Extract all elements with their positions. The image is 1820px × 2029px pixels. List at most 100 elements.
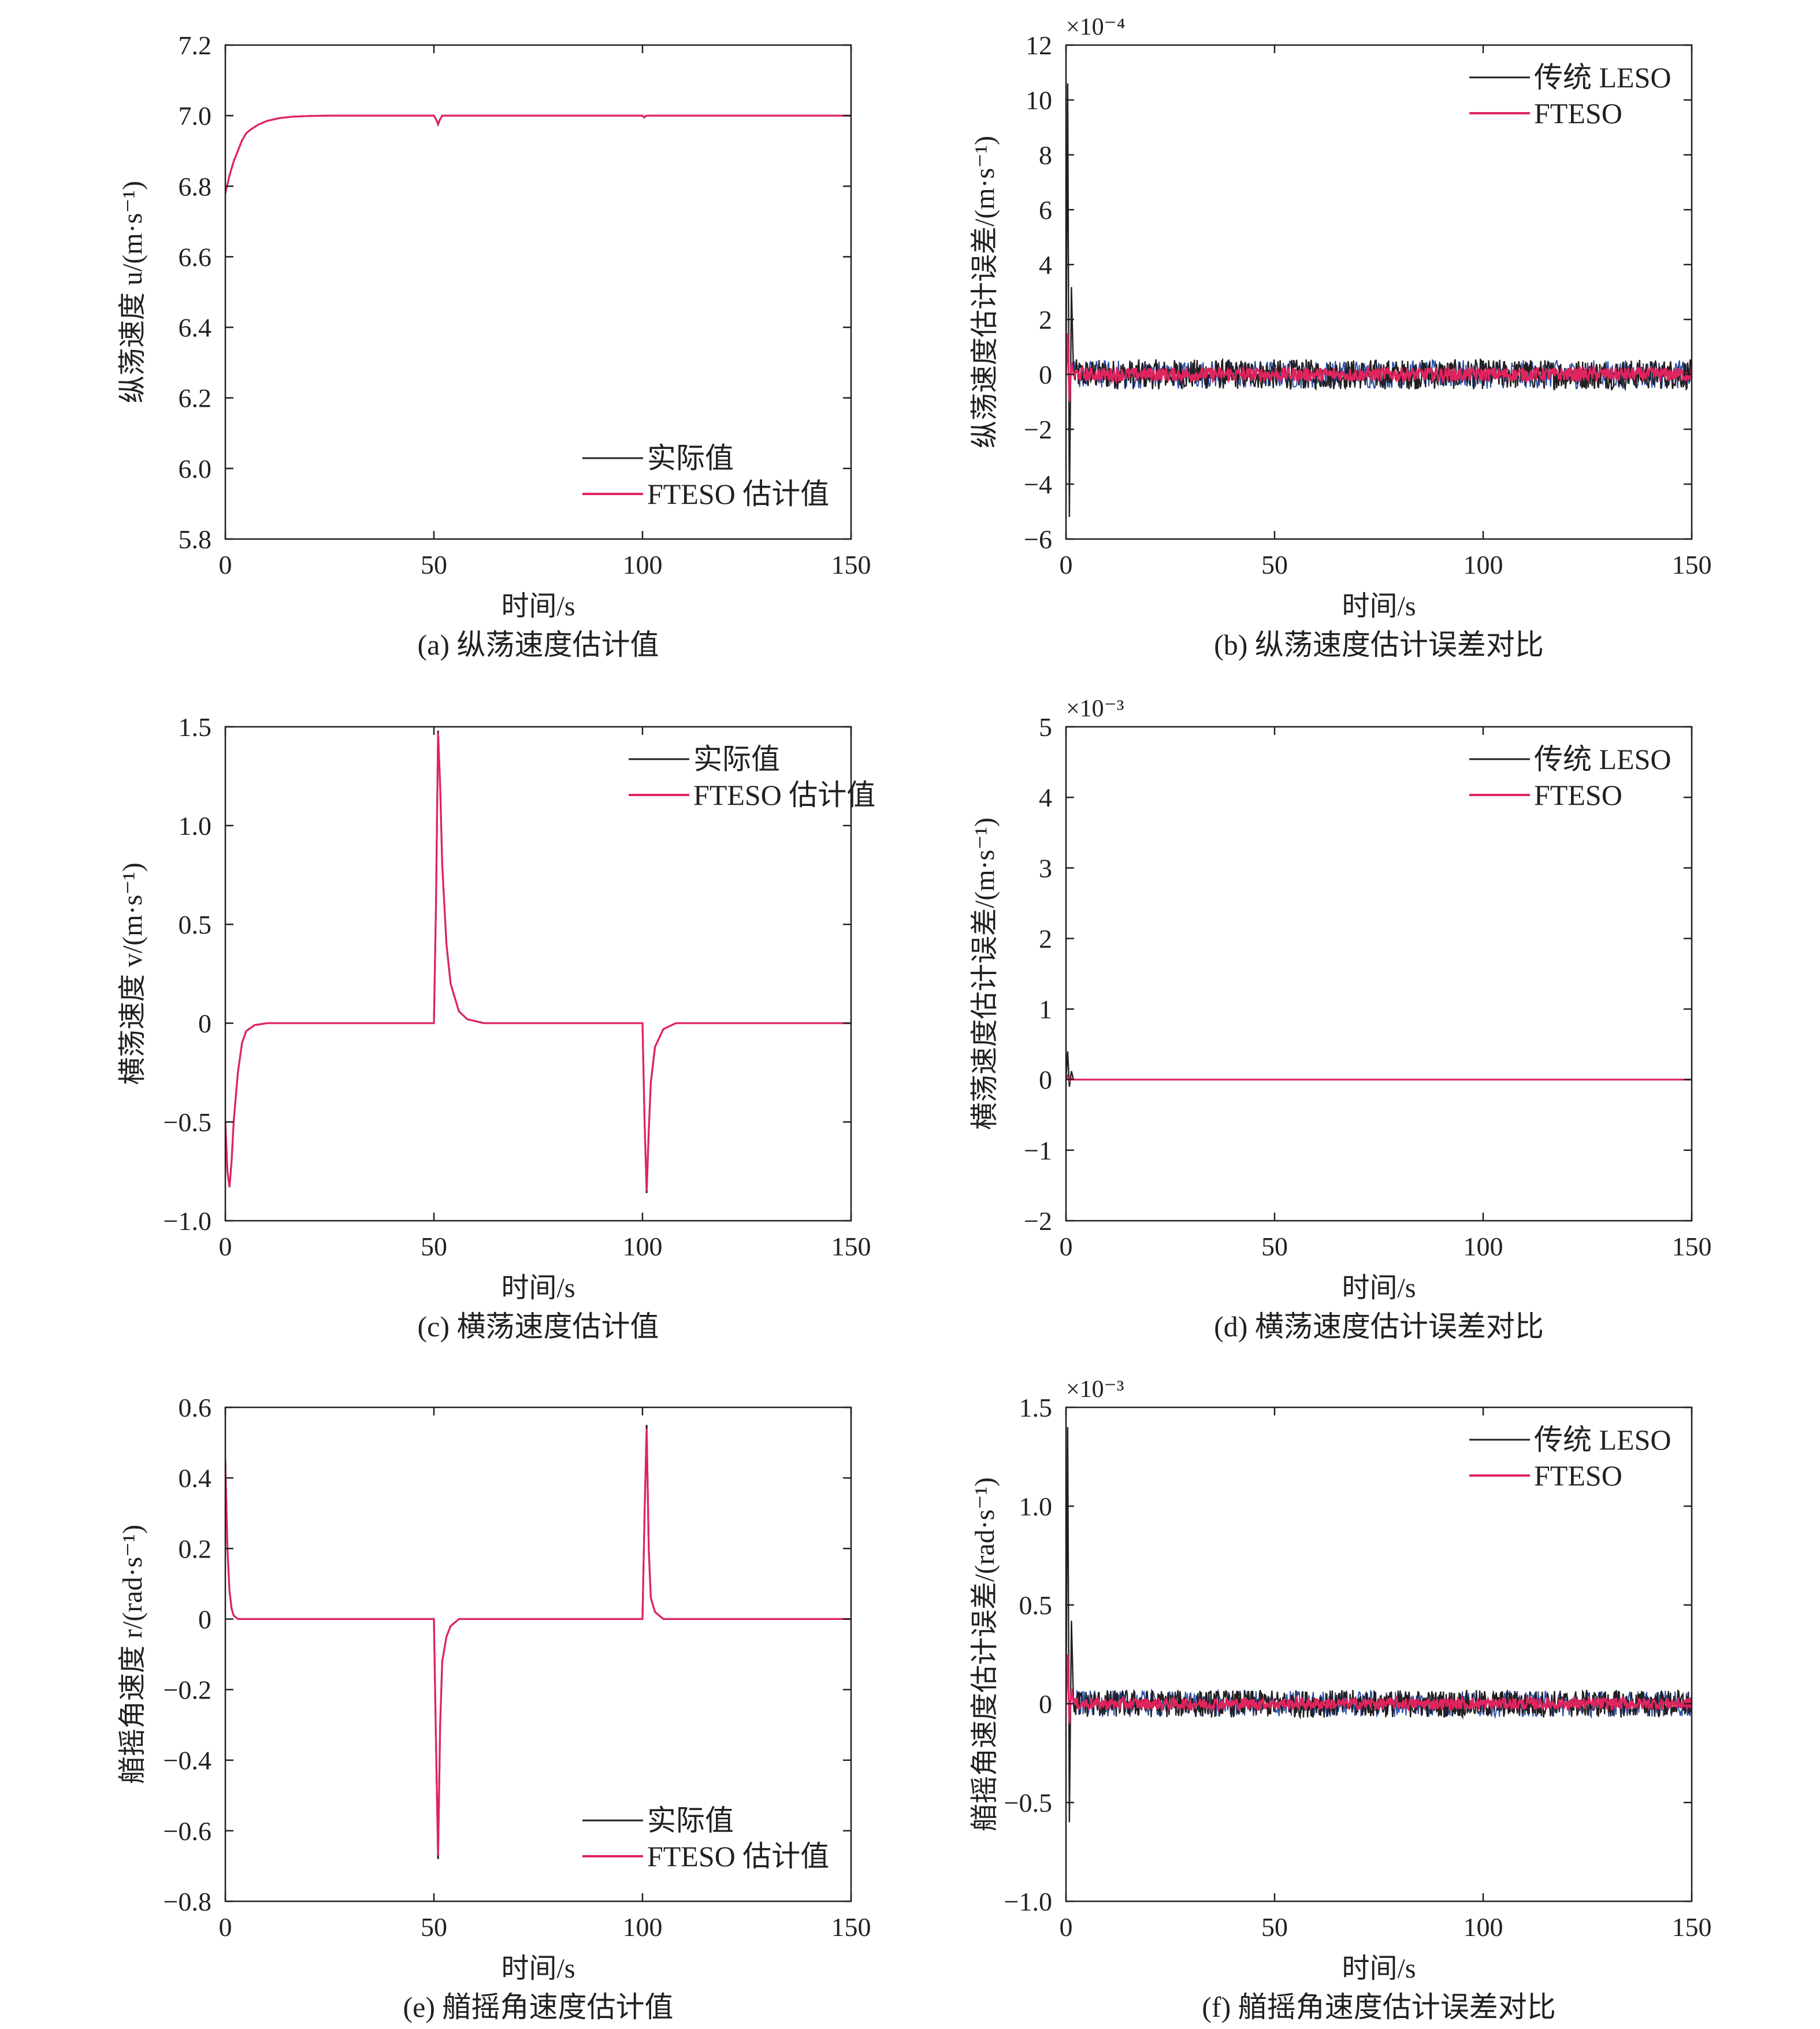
plot-area — [1066, 1427, 1692, 1823]
x-tick-label: 0 — [1060, 1232, 1073, 1261]
y-axis-label: 艏摇角速度估计误差/(rad·s⁻¹) — [970, 1477, 1000, 1831]
subplot-caption: (d) 横荡速度估计误差对比 — [1214, 1310, 1544, 1343]
subplot-caption: (f) 艏摇角速度估计误差对比 — [1202, 1991, 1555, 2023]
y-axis-label: 艏摇角速度 r/(rad·s⁻¹) — [117, 1525, 148, 1784]
y-tick-label: 6.6 — [179, 242, 212, 272]
y-tick-label: 0.6 — [179, 1393, 212, 1422]
y-tick-label: 8 — [1039, 140, 1052, 170]
legend-label-0: 实际值 — [693, 743, 780, 775]
legend-label-0: 实际值 — [647, 1804, 734, 1837]
series-line-0 — [1066, 83, 1692, 518]
x-axis-label: 时间/s — [1342, 1273, 1416, 1303]
series-line-1 — [1066, 1654, 1692, 1724]
x-tick-label: 50 — [421, 550, 447, 579]
legend-label-0: 传统 LESO — [1534, 1424, 1672, 1456]
chart-e: 0 50 100 150 −0.8 −0.6 −0.4 −0.2 0 0.2 0.4 0.6 时间/s 艏… — [117, 1393, 871, 2023]
x-tick-label: 50 — [1261, 1232, 1288, 1261]
x-tick-label: 0 — [1060, 1912, 1073, 1942]
y-tick-label: 0.4 — [179, 1463, 212, 1493]
y-tick-label: −0.5 — [164, 1108, 211, 1137]
x-axis-label: 时间/s — [1342, 1953, 1416, 1984]
plot-frame — [1065, 44, 1693, 540]
plot-area — [1066, 1051, 1692, 1087]
series-line-1 — [1066, 1073, 1692, 1083]
x-tick-label: 0 — [1060, 550, 1073, 579]
plot-area — [225, 1425, 851, 1859]
series-line-1 — [225, 114, 851, 194]
x-tick-label: 100 — [1464, 550, 1503, 579]
x-tick-label: 50 — [1261, 1912, 1288, 1942]
subplot-caption: (b) 纵荡速度估计误差对比 — [1214, 629, 1544, 661]
y-axis-label: 纵荡速度 u/(m·s⁻¹) — [117, 181, 148, 403]
y-tick-label: −0.4 — [164, 1746, 211, 1775]
plot-area — [225, 114, 851, 194]
legend-label-1: FTESO — [1534, 779, 1622, 811]
chart-b: 0 50 100 150 −6 −4 −2 0 2 4 6 8 10 12 ×10⁻⁴ 时间/s 纵荡速度估计误… — [970, 14, 1712, 661]
x-tick-label: 150 — [831, 550, 871, 579]
y-tick-label: −0.8 — [164, 1887, 211, 1916]
x-tick-label: 0 — [219, 550, 232, 579]
y-tick-label: 1.0 — [179, 811, 212, 841]
axis-multiplier: ×10⁻³ — [1066, 1376, 1124, 1403]
y-tick-label: −1 — [1024, 1136, 1052, 1165]
axis-multiplier: ×10⁻⁴ — [1066, 14, 1126, 40]
y-tick-label: 5.8 — [179, 525, 212, 554]
chart-a: 0 50 100 150 5.8 6.0 6.2 6.4 6.6 6.8 7.0 7.2 时间/s 纵荡速… — [117, 31, 871, 661]
y-tick-label: −1.0 — [164, 1206, 211, 1236]
series-line-1 — [1066, 333, 1692, 402]
legend-label-0: 传统 LESO — [1534, 743, 1672, 775]
series-line-0 — [1066, 1051, 1692, 1087]
y-tick-label: 1 — [1039, 995, 1052, 1024]
plot-frame — [224, 1406, 852, 1902]
series-line-0 — [225, 114, 851, 194]
x-tick-label: 50 — [1261, 550, 1288, 579]
y-tick-label: 7.0 — [179, 101, 212, 131]
y-tick-label: −2 — [1024, 415, 1052, 444]
plot-frame — [1065, 1406, 1693, 1902]
x-tick-label: 100 — [1464, 1912, 1503, 1942]
y-tick-label: 6.0 — [179, 454, 212, 484]
x-tick-label: 100 — [623, 1232, 663, 1261]
x-axis-label: 时间/s — [501, 1273, 575, 1303]
legend-label-0: 传统 LESO — [1534, 61, 1672, 94]
x-tick-label: 100 — [623, 550, 663, 579]
y-tick-label: 0 — [198, 1604, 211, 1634]
y-tick-label: 0 — [1039, 1065, 1052, 1095]
x-tick-label: 50 — [421, 1912, 447, 1942]
x-tick-label: 150 — [831, 1232, 871, 1261]
chart-f: 0 50 100 150 −1.0 −0.5 0 0.5 1.0 1.5 ×10⁻³ 时间/s 艏摇角速… — [970, 1376, 1712, 2023]
y-tick-label: 0.5 — [1019, 1591, 1053, 1620]
y-tick-label: 6.4 — [179, 313, 212, 343]
subplot-caption: (c) 横荡速度估计值 — [418, 1310, 659, 1343]
x-tick-label: 0 — [219, 1232, 232, 1261]
legend: 传统 LESO FTESO — [1469, 743, 1672, 811]
x-tick-label: 50 — [421, 1232, 447, 1261]
y-axis-label: 纵荡速度估计误差/(m·s⁻¹) — [970, 136, 1000, 448]
y-axis-label: 横荡速度估计误差/(m·s⁻¹) — [970, 817, 1000, 1130]
y-tick-label: 0.2 — [179, 1534, 212, 1563]
y-tick-label: −0.2 — [164, 1675, 211, 1705]
x-axis-label: 时间/s — [501, 1953, 575, 1984]
chart-c: 0 50 100 150 −1.0 −0.5 0 0.5 1.0 1.5 时间/s 横荡速度 v/(m… — [117, 712, 875, 1343]
x-tick-label: 0 — [219, 1912, 232, 1942]
x-tick-label: 150 — [1672, 550, 1712, 579]
y-tick-label: 3 — [1039, 853, 1052, 883]
y-tick-label: 5 — [1039, 712, 1052, 742]
plot-frame — [224, 726, 852, 1222]
legend-label-1: FTESO — [1534, 97, 1622, 129]
y-tick-label: −0.5 — [1004, 1788, 1052, 1818]
y-tick-label: 0.5 — [179, 910, 212, 939]
x-tick-label: 100 — [1464, 1232, 1503, 1261]
x-axis-label: 时间/s — [1342, 591, 1416, 622]
subplot-caption: (a) 纵荡速度估计值 — [418, 629, 659, 661]
series-line-1 — [225, 733, 851, 1191]
x-tick-label: 150 — [1672, 1232, 1712, 1261]
legend-label-1: FTESO 估计值 — [693, 779, 875, 811]
y-tick-label: 6.8 — [179, 172, 212, 201]
series-line-1 — [225, 1428, 851, 1856]
y-tick-label: 0 — [1039, 360, 1052, 389]
axis-multiplier: ×10⁻³ — [1066, 696, 1124, 722]
